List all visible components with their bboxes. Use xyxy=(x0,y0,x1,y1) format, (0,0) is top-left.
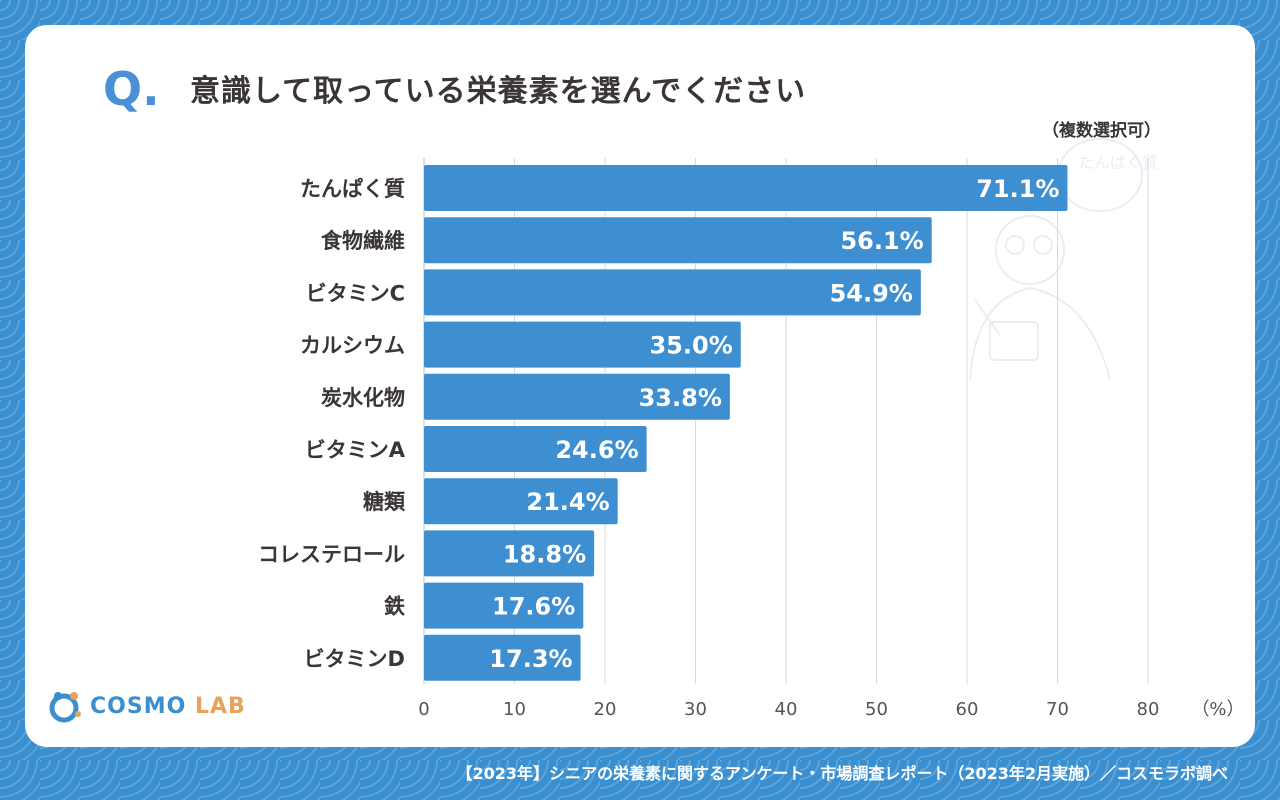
bar-value-label: 33.8% xyxy=(639,384,722,412)
category-label: ビタミンC xyxy=(306,281,405,305)
category-label: 炭水化物 xyxy=(321,386,405,410)
person-head xyxy=(995,215,1065,285)
footer-source: 【2023年】シニアの栄養素に関するアンケート・市場調査レポート（2023年2月… xyxy=(456,764,1228,783)
bar xyxy=(424,634,581,681)
bar xyxy=(424,582,584,629)
x-tick-label: 20 xyxy=(594,699,617,720)
bar xyxy=(424,426,647,472)
bar-value-label: 17.6% xyxy=(492,593,575,621)
category-label: コレステロール xyxy=(258,542,405,566)
bar-value-label: 54.9% xyxy=(830,279,913,307)
cosmo-lab-logo: COSMO LAB xyxy=(48,688,246,724)
category-label: カルシウム xyxy=(300,334,405,358)
multiple-choice-note: （複数選択可） xyxy=(1042,121,1161,141)
bubble-text: たんぱく質 xyxy=(1078,153,1158,172)
category-label: ビタミンA xyxy=(305,438,406,462)
x-tick-label: 50 xyxy=(865,699,888,720)
question-title: 意識して取っている栄養素を選んでください xyxy=(190,74,807,109)
bar-value-label: 35.0% xyxy=(649,332,732,360)
senior-illustration: たんぱく質 xyxy=(969,138,1158,381)
notepad xyxy=(989,321,1039,361)
question-mark: Q. xyxy=(103,62,160,116)
bar xyxy=(424,269,921,316)
x-tick-label: 80 xyxy=(1137,699,1160,720)
bar xyxy=(424,478,618,525)
speech-bubble xyxy=(1057,138,1143,212)
unit-label: （%） xyxy=(1191,699,1244,720)
x-tick-label: 30 xyxy=(684,699,707,720)
bar xyxy=(424,530,595,577)
bar-value-label: 24.6% xyxy=(555,436,638,464)
bar xyxy=(424,373,730,420)
category-label: たんぱく質 xyxy=(300,177,405,201)
category-label: 食物繊維 xyxy=(321,229,405,253)
x-tick-label: 40 xyxy=(775,699,798,720)
x-tick-label: 10 xyxy=(503,699,526,720)
x-tick-label: 60 xyxy=(956,699,979,720)
bar-value-label: 18.8% xyxy=(503,540,586,568)
bar xyxy=(424,321,741,368)
cosmo-logo-icon xyxy=(49,692,81,723)
x-tick-label: 0 xyxy=(418,699,429,720)
bar-value-label: 56.1% xyxy=(840,227,923,255)
bars: 71.1% 56.1% 54.9% 35.0% 33.8%24.6% 21.4% 18.8%… xyxy=(424,165,1068,681)
bar-value-label: 17.3% xyxy=(489,645,572,673)
category-label: ビタミンD xyxy=(304,647,405,671)
logo-text: COSMO LAB xyxy=(90,693,246,719)
bar xyxy=(424,165,1068,211)
bar-value-label: 71.1% xyxy=(976,175,1059,203)
x-tick-label: 70 xyxy=(1046,699,1069,720)
bar-value-label: 21.4% xyxy=(526,488,609,516)
x-tick-labels: 0 10 20 30 40 50 60 70 80 xyxy=(418,699,1159,720)
category-label: 糖類 xyxy=(363,490,406,514)
category-label: 鉄 xyxy=(384,595,405,619)
person-body xyxy=(969,286,1111,381)
bar xyxy=(424,217,932,264)
